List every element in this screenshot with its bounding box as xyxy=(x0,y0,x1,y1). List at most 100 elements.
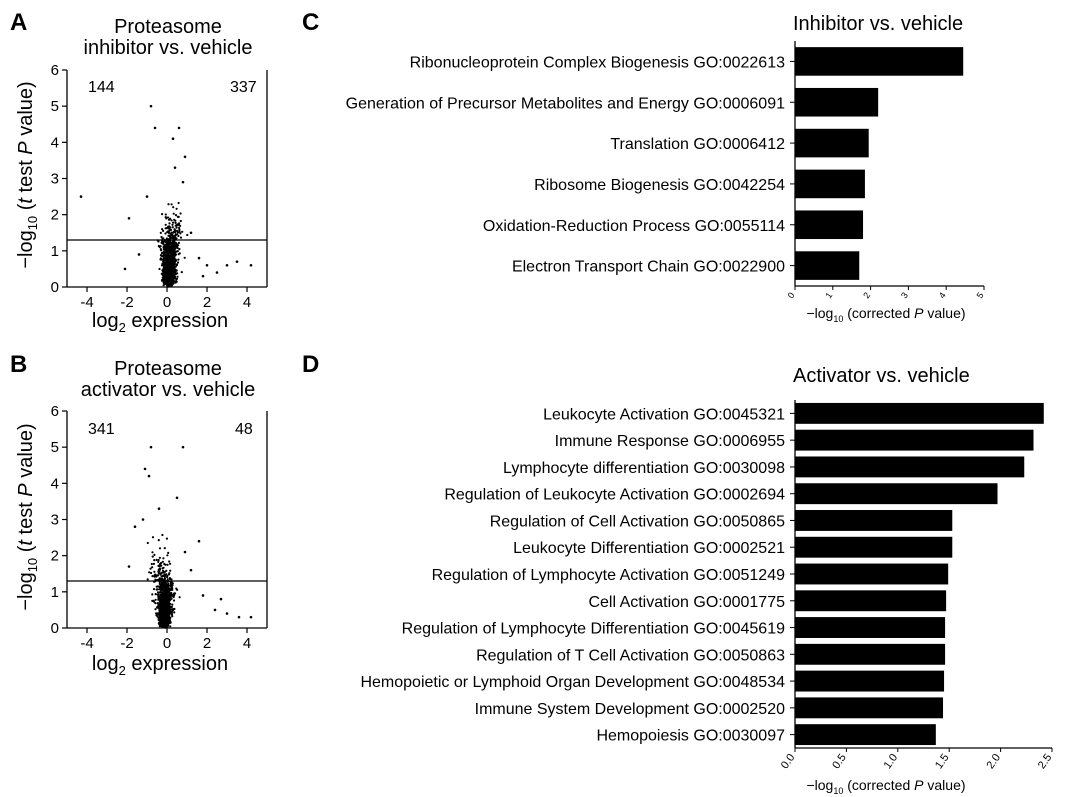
data-point xyxy=(215,271,219,274)
bar xyxy=(795,670,945,692)
data-point xyxy=(166,554,169,557)
data-point xyxy=(168,222,171,225)
data-point xyxy=(175,278,178,281)
category-label: Leukocyte Activation GO:0045321 xyxy=(543,406,785,423)
y-tick-label: 6 xyxy=(51,403,59,420)
data-point xyxy=(167,203,170,206)
bar xyxy=(795,643,946,665)
x-tick-label: 2 xyxy=(203,294,211,311)
data-point xyxy=(177,244,180,247)
category-label: Immune Response GO:0006955 xyxy=(555,433,785,450)
data-point xyxy=(147,474,151,478)
category-label: Regulation of Lymphocyte Differentiation… xyxy=(402,621,785,638)
bar xyxy=(795,536,953,558)
data-point xyxy=(171,236,174,239)
data-point xyxy=(163,258,166,262)
data-point xyxy=(164,604,167,607)
panel-c-xlabel: −log10 (corrected P value) xyxy=(806,305,965,324)
data-point xyxy=(168,572,171,575)
data-point xyxy=(170,597,173,600)
data-point xyxy=(177,234,180,238)
data-point xyxy=(168,620,172,623)
category-label: Hemopoiesis GO:0030097 xyxy=(596,728,785,745)
data-point xyxy=(154,602,157,605)
data-point xyxy=(154,593,157,596)
panel-b-title-line2: activator vs. vehicle xyxy=(81,379,256,401)
data-point xyxy=(161,213,164,216)
category-label: Electron Transport Chain GO:0022900 xyxy=(512,259,785,276)
data-point xyxy=(166,258,169,261)
data-point xyxy=(178,596,181,599)
data-point xyxy=(186,233,189,237)
data-point xyxy=(143,467,147,471)
data-point xyxy=(167,580,170,583)
data-point xyxy=(149,104,153,108)
bar xyxy=(795,617,946,638)
data-point xyxy=(171,231,174,234)
data-point xyxy=(172,238,175,241)
data-point xyxy=(155,612,158,615)
data-point xyxy=(166,216,170,219)
data-point xyxy=(173,611,176,614)
data-point xyxy=(179,219,182,223)
data-point xyxy=(174,224,177,227)
data-point xyxy=(156,606,159,609)
data-point xyxy=(162,586,165,589)
data-point xyxy=(166,583,170,586)
x-tick-label: 1.5 xyxy=(933,752,952,771)
data-point xyxy=(173,218,176,221)
bar xyxy=(795,47,964,76)
data-point xyxy=(163,574,167,577)
data-point xyxy=(162,250,166,253)
data-point xyxy=(181,180,185,184)
data-point xyxy=(169,259,173,263)
bar xyxy=(795,169,865,199)
data-point xyxy=(164,213,167,216)
data-point xyxy=(156,574,159,577)
category-label: Generation of Precursor Metabolites and … xyxy=(346,95,785,112)
x-tick-label: 0 xyxy=(163,635,171,652)
data-point xyxy=(158,611,161,614)
x-tick-label: 5 xyxy=(975,290,986,300)
data-point xyxy=(163,584,166,587)
y-tick-label: 2 xyxy=(51,207,59,224)
data-point xyxy=(175,272,178,275)
y-tick-label: 5 xyxy=(51,98,59,115)
data-point xyxy=(173,228,176,231)
data-point xyxy=(171,274,174,278)
data-point xyxy=(160,252,164,255)
data-point xyxy=(160,249,163,252)
data-point xyxy=(165,227,168,230)
data-point xyxy=(197,539,201,543)
data-point xyxy=(167,264,170,268)
data-point xyxy=(175,259,178,262)
x-tick-label: 0.5 xyxy=(830,752,849,771)
data-point xyxy=(163,623,166,626)
data-point xyxy=(161,228,164,231)
data-point xyxy=(161,237,164,240)
data-point xyxy=(166,586,169,589)
data-point xyxy=(173,166,177,169)
data-point xyxy=(172,279,175,282)
y-tick-label: 0 xyxy=(51,279,59,296)
data-point xyxy=(166,253,169,257)
data-point xyxy=(149,567,152,570)
data-point xyxy=(165,613,169,616)
data-point xyxy=(160,580,163,583)
data-point xyxy=(146,578,149,581)
data-point xyxy=(155,558,158,562)
data-point xyxy=(171,253,174,256)
data-point xyxy=(167,591,171,594)
data-point xyxy=(173,607,176,611)
panel-d-xlabel: −log10 (corrected P value) xyxy=(806,777,965,796)
bar xyxy=(795,510,953,531)
data-point xyxy=(164,626,168,629)
data-point xyxy=(165,579,168,583)
data-point xyxy=(172,240,175,243)
data-point xyxy=(170,581,173,584)
bar xyxy=(795,210,864,240)
data-point xyxy=(201,594,205,597)
data-point xyxy=(169,250,172,253)
x-tick-label: 4 xyxy=(243,294,251,311)
data-point xyxy=(166,251,169,254)
